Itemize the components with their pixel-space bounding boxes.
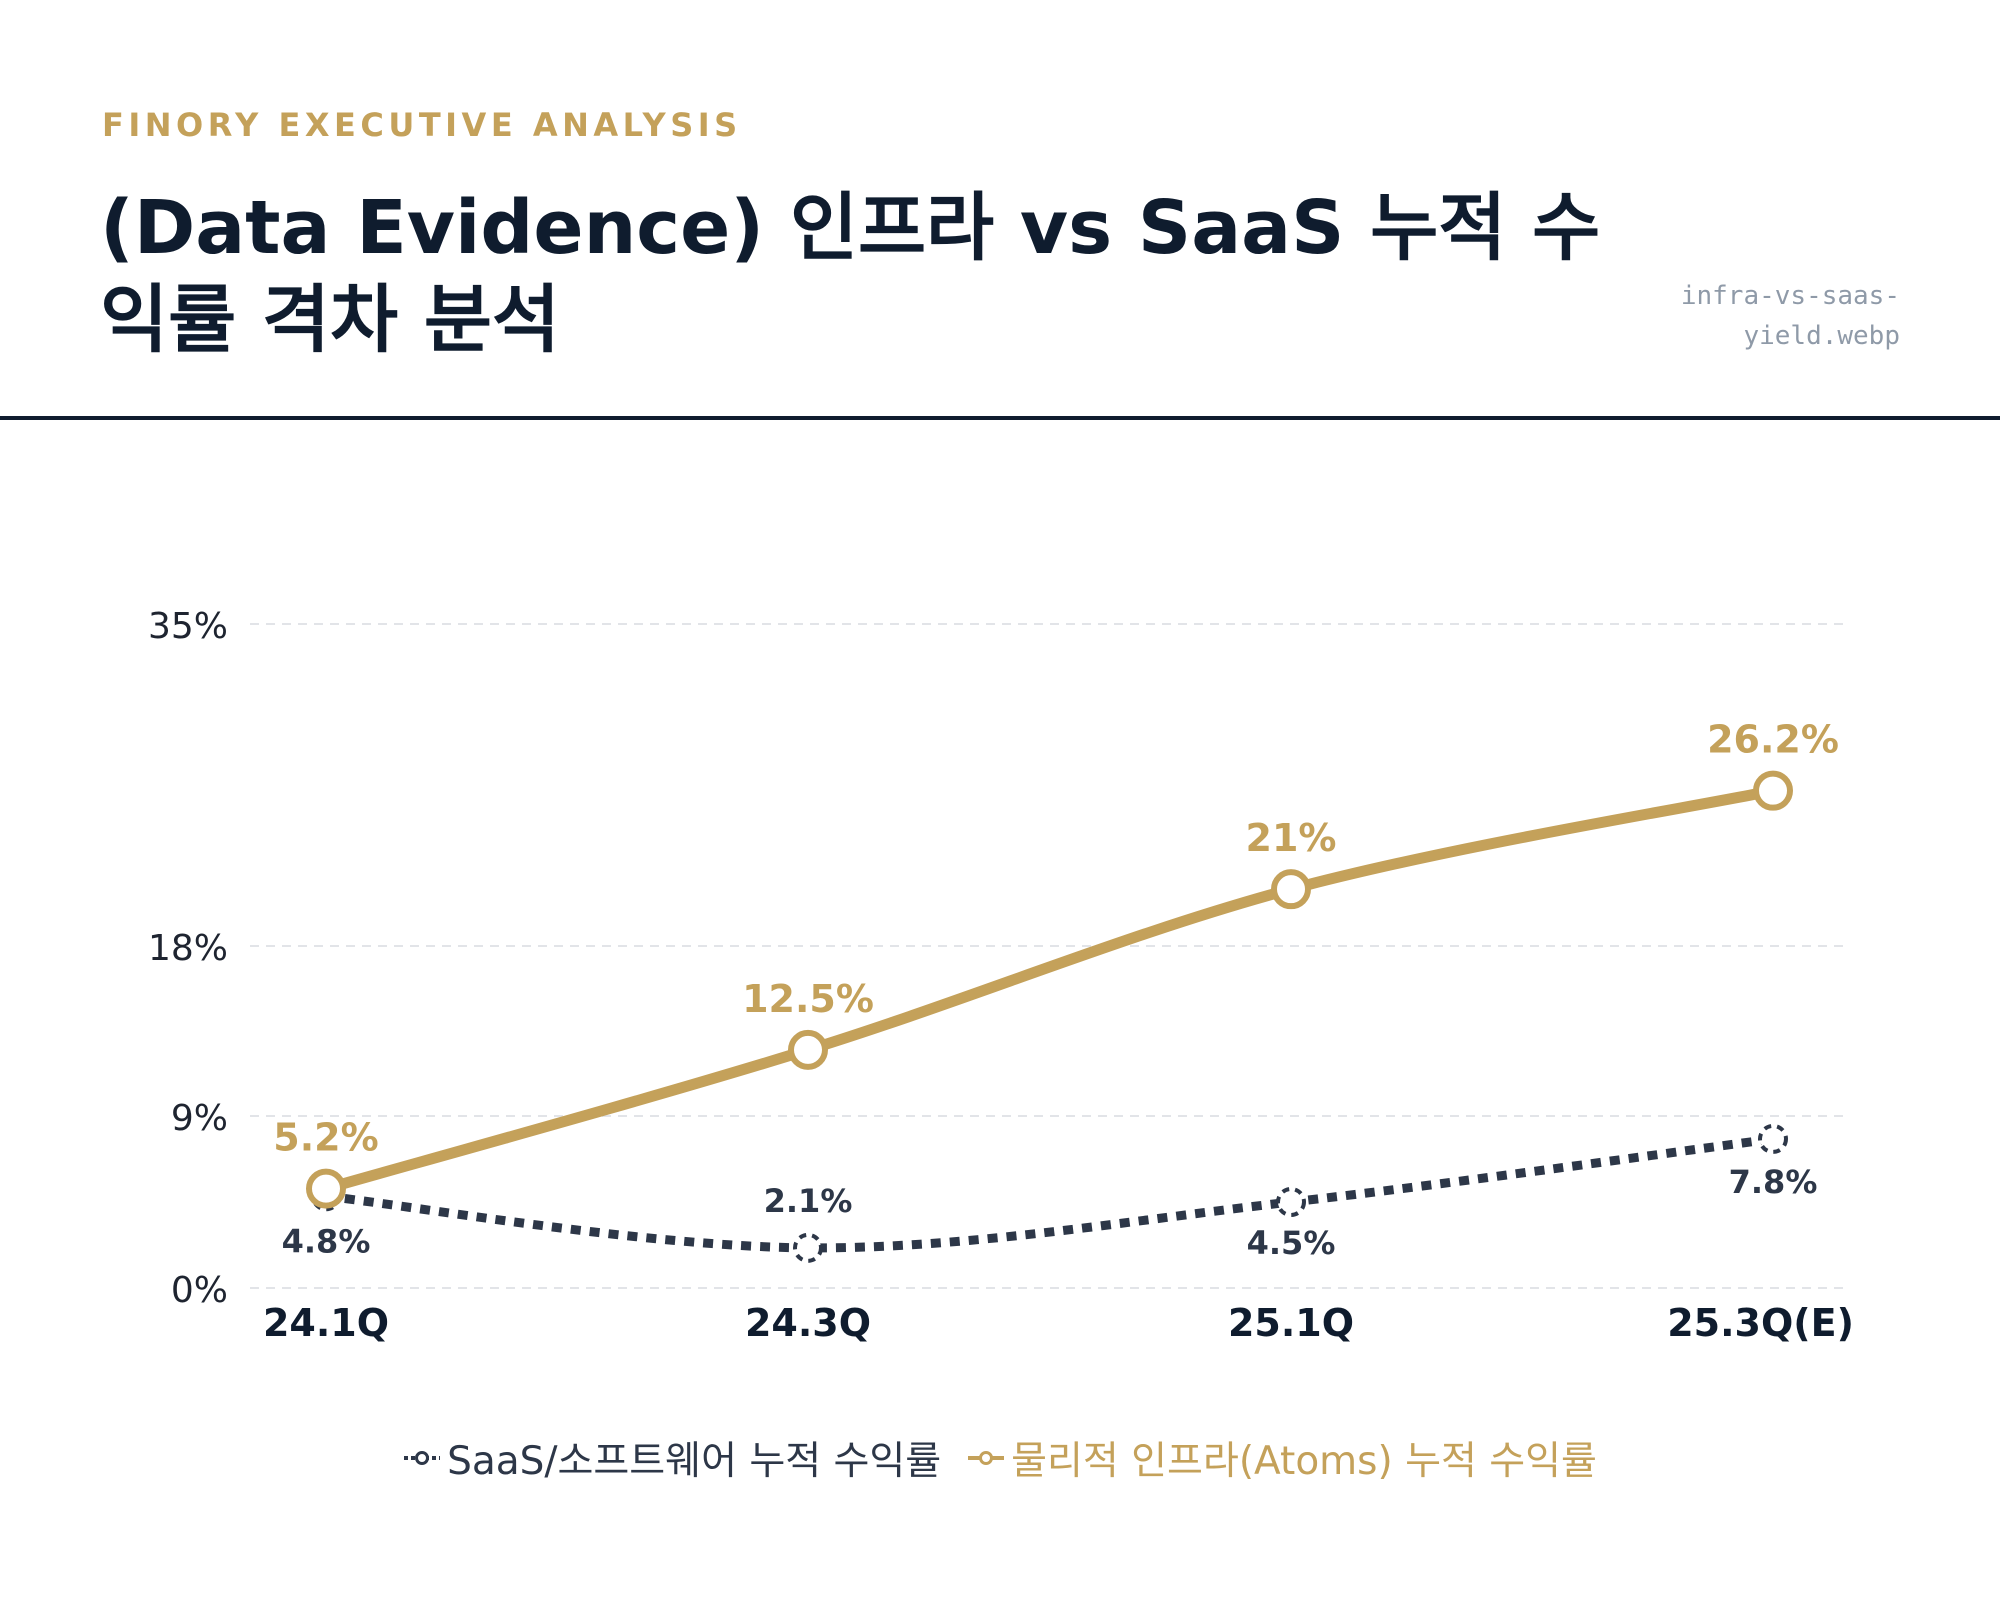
legend-infra-label: 물리적 인프라(Atoms) 누적 수익률: [1011, 1439, 1597, 1484]
y-tick-label: 35%: [148, 606, 228, 647]
legend-infra-marker-icon: [968, 1451, 1005, 1465]
x-tick-label: 24.3Q: [745, 1301, 871, 1345]
infra-data-point[interactable]: [1271, 869, 1311, 910]
y-tick-label: 18%: [148, 928, 228, 969]
header-divider: [0, 416, 2000, 420]
infra-data-label: 12.5%: [742, 977, 874, 1021]
legend-item-infra[interactable]: 물리적 인프라(Atoms) 누적 수익률: [967, 1430, 1597, 1486]
x-tick-label: 25.1Q: [1228, 1301, 1354, 1345]
series-layer: 4.8% 2.1% 4.5% 7.8% 5.2% 12.5% 21% 26.2%: [273, 718, 1839, 1263]
y-tick-label: 9%: [171, 1098, 228, 1139]
line-chart: 35% 18% 9% 0% 24.1Q 24.3Q 25.1Q 25.3Q(E) 4.8% 2…: [148, 606, 1854, 1345]
grid-layer: [250, 623, 1848, 1289]
infra-data-point[interactable]: [788, 1029, 828, 1070]
saas-data-point[interactable]: [1276, 1187, 1306, 1217]
x-tick-label: 24.1Q: [263, 1301, 389, 1345]
x-tick-label: 25.3Q(E): [1667, 1301, 1854, 1345]
saas-data-point[interactable]: [1758, 1123, 1788, 1154]
infra-series-line: [324, 785, 1775, 1194]
chart-legend: SaaS/소프트웨어 누적 수익률 물리적 인프라(Atoms) 누적 수익률: [0, 1430, 2000, 1486]
saas-series-line: [325, 1134, 1774, 1253]
page-title: (Data Evidence) 인프라 vs SaaS 누적 수익률 격차 분석: [100, 185, 1601, 363]
x-axis-ticks: 24.1Q 24.3Q 25.1Q 25.3Q(E): [263, 1301, 1854, 1345]
saas-data-label: 4.5%: [1247, 1224, 1336, 1262]
legend-saas-label: SaaS/소프트웨어 누적 수익률: [447, 1439, 942, 1484]
legend-saas-marker-icon: [404, 1451, 441, 1465]
infra-data-point[interactable]: [306, 1168, 346, 1209]
saas-data-point[interactable]: [793, 1232, 823, 1263]
infra-data-label: 21%: [1246, 816, 1337, 860]
infra-data-point[interactable]: [1753, 770, 1793, 811]
eyebrow-label: FINORY EXECUTIVE ANALYSIS: [102, 106, 742, 144]
file-name-label: infra-vs-saas-yield.webp: [1680, 281, 1900, 351]
saas-data-label: 4.8%: [282, 1222, 371, 1260]
y-axis-ticks: 35% 18% 9% 0%: [148, 606, 228, 1311]
infra-data-label: 26.2%: [1707, 718, 1839, 762]
saas-data-label: 2.1%: [764, 1182, 853, 1220]
legend-item-saas[interactable]: SaaS/소프트웨어 누적 수익률: [403, 1430, 941, 1486]
y-tick-label: 0%: [171, 1270, 228, 1311]
saas-data-label: 7.8%: [1729, 1163, 1818, 1201]
infra-data-label: 5.2%: [273, 1116, 378, 1160]
